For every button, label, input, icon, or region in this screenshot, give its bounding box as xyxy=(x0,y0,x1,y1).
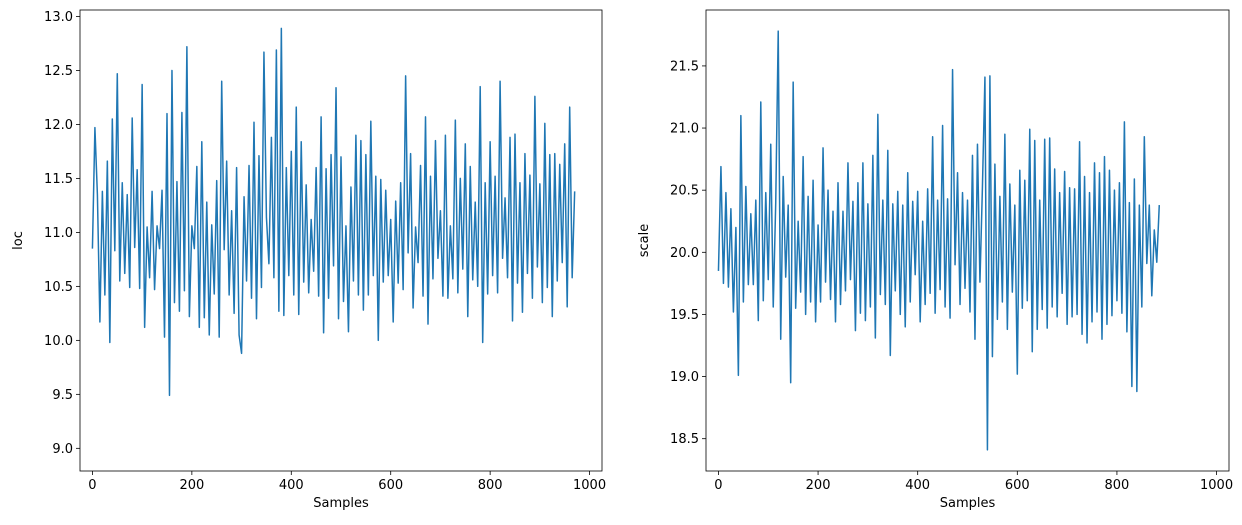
y-tick-label: 11.5 xyxy=(44,172,73,187)
axes-frame xyxy=(705,9,1230,472)
y-tick-label: 12.0 xyxy=(44,118,73,133)
y-tick-label: 13.0 xyxy=(44,10,73,25)
y-tick-label: 21.5 xyxy=(670,59,699,74)
x-axis-label: Samples xyxy=(313,496,369,511)
y-tick-label: 12.5 xyxy=(44,64,73,79)
x-tick-label: 1000 xyxy=(1200,478,1233,493)
x-tick-label: 200 xyxy=(806,478,831,493)
series-line xyxy=(91,27,576,397)
series-line xyxy=(717,30,1161,451)
x-tick-label: 400 xyxy=(905,478,930,493)
y-tick-label: 9.0 xyxy=(52,442,73,457)
y-tick-label: 21.0 xyxy=(670,122,699,137)
x-tick-label: 400 xyxy=(279,478,304,493)
x-tick-label: 0 xyxy=(714,478,722,493)
plot-area xyxy=(80,10,602,471)
y-axis-label: scale xyxy=(637,224,652,258)
x-tick-label: 800 xyxy=(478,478,503,493)
chart-scale: 0 200 400 600 800 1000 18.5 19.0 19.5 20.0 20.5 21.… xyxy=(637,9,1233,511)
x-tick-label: 1000 xyxy=(573,478,606,493)
x-tick-label: 600 xyxy=(378,478,403,493)
y-tick-label: 19.0 xyxy=(670,370,699,385)
y-tick-label: 18.5 xyxy=(670,432,699,447)
y-tick-label: 11.0 xyxy=(44,226,73,241)
axes-frame xyxy=(79,9,603,472)
x-axis-label: Samples xyxy=(940,496,996,511)
x-tick-label: 800 xyxy=(1105,478,1130,493)
y-tick-label: 10.5 xyxy=(44,280,73,295)
x-tick-label: 200 xyxy=(179,478,204,493)
y-axis-label: loc xyxy=(11,231,26,250)
chart-loc: 0 200 400 600 800 1000 9.0 9.5 10.0 10.5 11.0 11.5 1… xyxy=(11,9,606,511)
x-tick-label: 600 xyxy=(1005,478,1030,493)
y-tick-label: 9.5 xyxy=(52,388,73,403)
y-tick-label: 20.5 xyxy=(670,184,699,199)
y-tick-label: 10.0 xyxy=(44,334,73,349)
x-tick-label: 0 xyxy=(88,478,96,493)
y-tick-label: 19.5 xyxy=(670,308,699,323)
y-tick-label: 20.0 xyxy=(670,246,699,261)
